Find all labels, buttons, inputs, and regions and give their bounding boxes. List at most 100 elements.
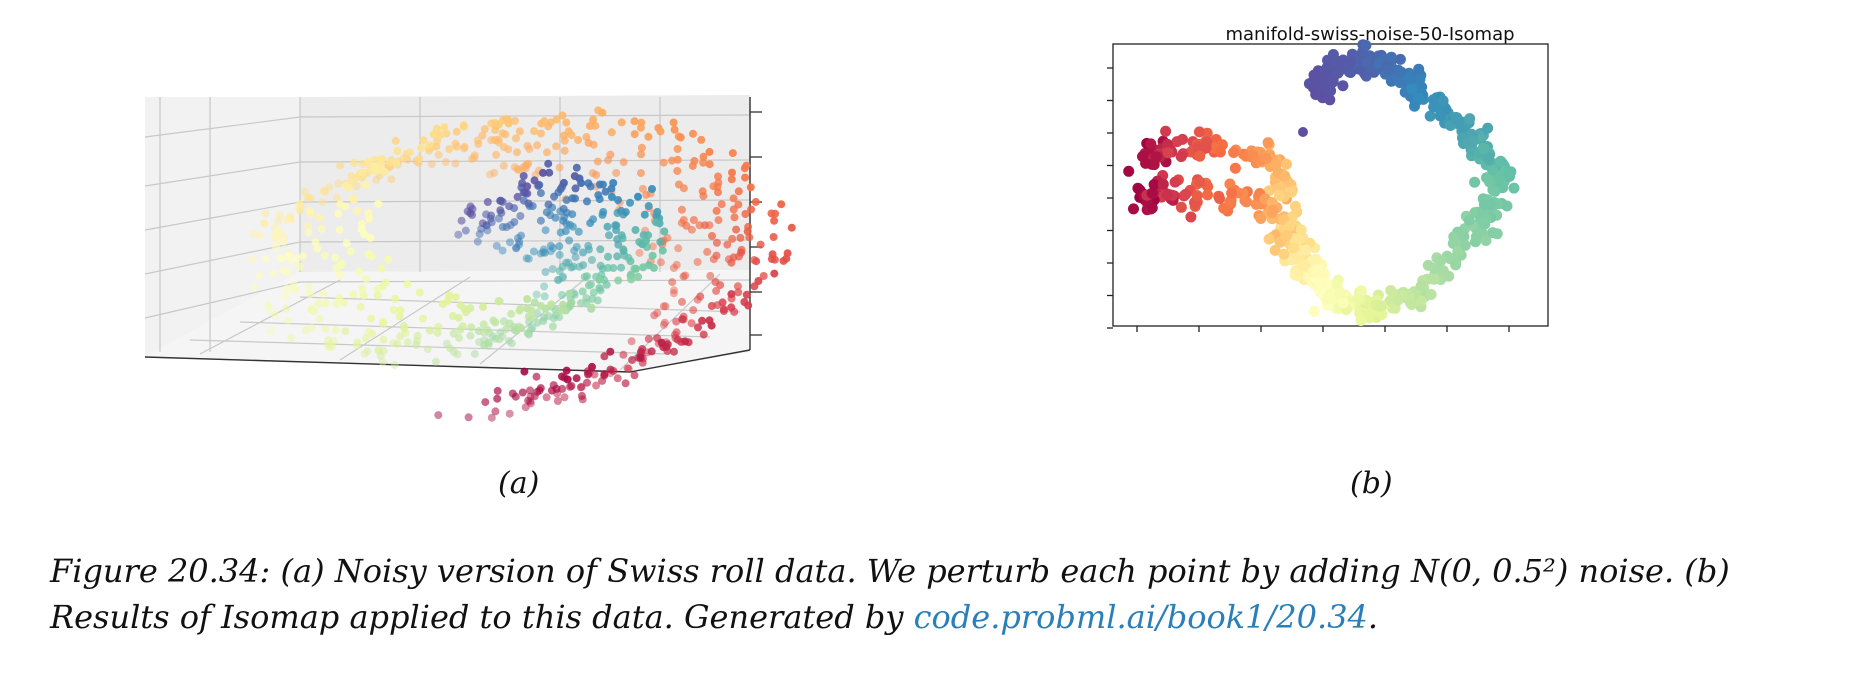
data-point [1413,92,1425,104]
data-point [1415,295,1427,307]
data-point [1175,201,1187,213]
data-point [524,254,533,263]
data-point [377,264,386,273]
data-point [506,238,514,247]
data-point [592,381,601,390]
data-point [279,237,288,246]
data-point [1489,185,1501,197]
data-point [445,145,454,154]
data-point [484,339,493,347]
data-point [637,150,645,159]
data-point [728,234,737,243]
data-point [708,232,716,240]
data-point [446,344,455,353]
data-point [379,335,388,344]
data-point [699,152,708,161]
data-point [1263,185,1275,197]
data-point [555,267,564,275]
data-point [603,222,612,231]
data-point [1415,280,1427,292]
data-point [707,321,716,330]
data-point [657,338,666,347]
data-point [560,146,569,155]
data-point [634,272,643,281]
data-point [1406,299,1418,310]
data-point [636,353,645,362]
data-point [379,317,388,326]
data-point [621,379,630,388]
data-point [498,223,507,231]
data-point [396,306,405,315]
data-point [734,288,743,297]
data-point [562,258,571,267]
data-point [673,155,682,164]
data-point [1226,187,1238,199]
data-point [742,161,751,170]
data-point [676,133,685,142]
data-point [576,383,585,392]
data-point [502,115,511,124]
data-point [714,172,722,181]
data-point [1355,285,1367,297]
data-point [287,333,296,342]
data-point [705,160,714,169]
data-point [642,236,650,245]
data-point [532,290,541,299]
data-point [595,284,604,292]
data-point [483,198,492,206]
data-point [563,375,572,384]
data-point [304,283,313,292]
data-point [1334,288,1346,300]
data-point [759,272,768,280]
data-point [659,158,668,167]
data-point [587,303,596,312]
data-point [260,219,268,227]
data-point [1452,246,1464,258]
data-point [637,348,645,356]
data-point [787,223,796,232]
data-point [498,246,507,255]
data-point [574,227,583,236]
data-point [319,289,328,298]
grid-line [144,281,301,319]
data-point [1224,178,1236,190]
data-point [367,314,376,323]
data-point [687,225,696,234]
data-point [626,198,634,207]
data-point [354,267,363,276]
data-point [1317,73,1329,85]
data-point [1146,187,1158,199]
grid-line [299,296,741,313]
data-point [464,413,473,422]
data-point [364,327,373,336]
data-point [707,302,716,310]
caption-link[interactable]: code.probml.ai/book1/20.34 [913,598,1368,636]
data-point [419,314,427,323]
data-point [458,322,467,331]
data-point [1443,270,1455,282]
data-point [754,277,763,285]
data-point [737,248,746,257]
data-point [1495,155,1507,167]
data-point [336,161,345,170]
data-point [250,283,259,292]
data-point [307,305,316,314]
data-point [656,238,665,246]
data-point [1385,51,1397,63]
data-point [518,388,527,397]
data-point [1193,126,1205,138]
data-point [431,357,440,366]
data-point [611,221,620,230]
data-point [358,168,367,177]
data-point [612,169,621,177]
data-point [1310,266,1322,278]
data-point [584,370,592,379]
data-point [249,229,258,238]
data-point [669,118,678,127]
data-point [736,233,745,242]
data-point [391,136,400,145]
data-point [523,329,532,338]
data-point [1308,305,1320,317]
data-point [513,148,521,157]
data-point [565,289,574,298]
